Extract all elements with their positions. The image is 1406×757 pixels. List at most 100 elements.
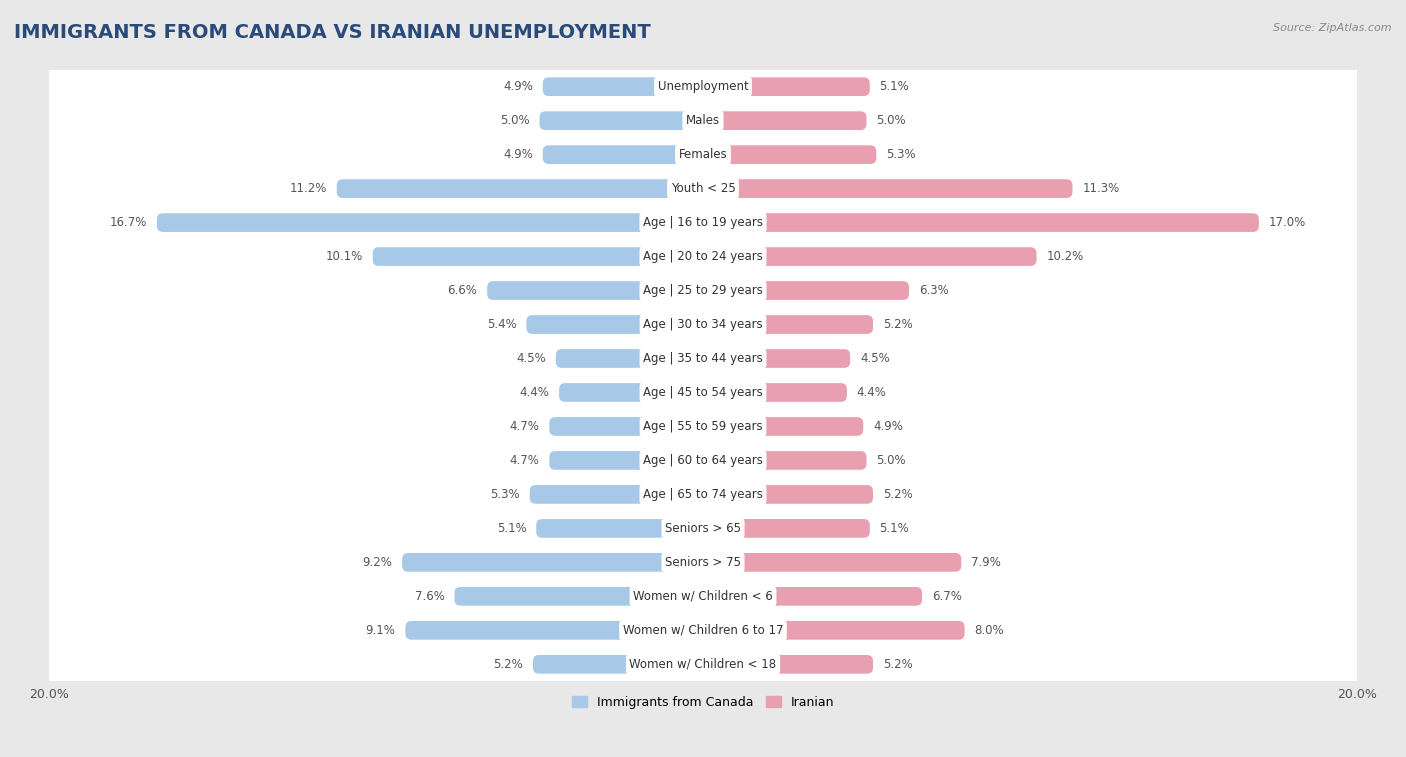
FancyBboxPatch shape bbox=[540, 111, 703, 130]
Text: 8.0%: 8.0% bbox=[974, 624, 1004, 637]
FancyBboxPatch shape bbox=[32, 647, 1374, 681]
FancyBboxPatch shape bbox=[32, 545, 1374, 579]
FancyBboxPatch shape bbox=[536, 519, 703, 537]
FancyBboxPatch shape bbox=[703, 553, 962, 572]
Text: 11.3%: 11.3% bbox=[1083, 182, 1119, 195]
FancyBboxPatch shape bbox=[703, 383, 846, 402]
FancyBboxPatch shape bbox=[703, 315, 873, 334]
FancyBboxPatch shape bbox=[703, 417, 863, 436]
Text: 4.7%: 4.7% bbox=[509, 454, 540, 467]
Text: 4.9%: 4.9% bbox=[873, 420, 903, 433]
FancyBboxPatch shape bbox=[32, 444, 1374, 478]
Text: Age | 45 to 54 years: Age | 45 to 54 years bbox=[643, 386, 763, 399]
FancyBboxPatch shape bbox=[32, 273, 1374, 307]
Text: 5.2%: 5.2% bbox=[883, 318, 912, 331]
Text: Seniors > 65: Seniors > 65 bbox=[665, 522, 741, 535]
FancyBboxPatch shape bbox=[32, 579, 1374, 613]
FancyBboxPatch shape bbox=[157, 213, 703, 232]
Text: 16.7%: 16.7% bbox=[110, 216, 148, 229]
Text: 5.2%: 5.2% bbox=[494, 658, 523, 671]
Text: Females: Females bbox=[679, 148, 727, 161]
FancyBboxPatch shape bbox=[32, 613, 1374, 647]
Text: 10.1%: 10.1% bbox=[326, 250, 363, 263]
Text: 6.7%: 6.7% bbox=[932, 590, 962, 603]
FancyBboxPatch shape bbox=[32, 206, 1374, 239]
Text: 10.2%: 10.2% bbox=[1046, 250, 1084, 263]
Text: Unemployment: Unemployment bbox=[658, 80, 748, 93]
Text: 5.0%: 5.0% bbox=[876, 454, 905, 467]
Text: 6.6%: 6.6% bbox=[447, 284, 478, 297]
Text: Women w/ Children < 6: Women w/ Children < 6 bbox=[633, 590, 773, 603]
FancyBboxPatch shape bbox=[32, 104, 1374, 138]
Text: Youth < 25: Youth < 25 bbox=[671, 182, 735, 195]
Text: Age | 35 to 44 years: Age | 35 to 44 years bbox=[643, 352, 763, 365]
FancyBboxPatch shape bbox=[703, 655, 873, 674]
FancyBboxPatch shape bbox=[32, 239, 1374, 273]
FancyBboxPatch shape bbox=[32, 341, 1374, 375]
Text: 5.0%: 5.0% bbox=[876, 114, 905, 127]
FancyBboxPatch shape bbox=[703, 111, 866, 130]
FancyBboxPatch shape bbox=[550, 417, 703, 436]
FancyBboxPatch shape bbox=[526, 315, 703, 334]
Text: 11.2%: 11.2% bbox=[290, 182, 328, 195]
Text: 4.4%: 4.4% bbox=[519, 386, 550, 399]
FancyBboxPatch shape bbox=[703, 519, 870, 537]
Text: 4.9%: 4.9% bbox=[503, 80, 533, 93]
FancyBboxPatch shape bbox=[32, 375, 1374, 410]
FancyBboxPatch shape bbox=[543, 145, 703, 164]
Text: Males: Males bbox=[686, 114, 720, 127]
Text: 5.1%: 5.1% bbox=[880, 522, 910, 535]
Text: 9.1%: 9.1% bbox=[366, 624, 395, 637]
Text: IMMIGRANTS FROM CANADA VS IRANIAN UNEMPLOYMENT: IMMIGRANTS FROM CANADA VS IRANIAN UNEMPL… bbox=[14, 23, 651, 42]
FancyBboxPatch shape bbox=[337, 179, 703, 198]
FancyBboxPatch shape bbox=[703, 248, 1036, 266]
Text: Women w/ Children 6 to 17: Women w/ Children 6 to 17 bbox=[623, 624, 783, 637]
Text: Age | 20 to 24 years: Age | 20 to 24 years bbox=[643, 250, 763, 263]
FancyBboxPatch shape bbox=[550, 451, 703, 470]
Text: Women w/ Children < 18: Women w/ Children < 18 bbox=[630, 658, 776, 671]
FancyBboxPatch shape bbox=[488, 281, 703, 300]
FancyBboxPatch shape bbox=[560, 383, 703, 402]
Text: Age | 30 to 34 years: Age | 30 to 34 years bbox=[643, 318, 763, 331]
FancyBboxPatch shape bbox=[32, 512, 1374, 545]
FancyBboxPatch shape bbox=[703, 179, 1073, 198]
FancyBboxPatch shape bbox=[32, 172, 1374, 206]
Text: 5.3%: 5.3% bbox=[886, 148, 915, 161]
Text: Source: ZipAtlas.com: Source: ZipAtlas.com bbox=[1274, 23, 1392, 33]
FancyBboxPatch shape bbox=[32, 478, 1374, 512]
FancyBboxPatch shape bbox=[530, 485, 703, 503]
FancyBboxPatch shape bbox=[703, 621, 965, 640]
FancyBboxPatch shape bbox=[373, 248, 703, 266]
Text: 5.1%: 5.1% bbox=[880, 80, 910, 93]
FancyBboxPatch shape bbox=[454, 587, 703, 606]
Text: 6.3%: 6.3% bbox=[918, 284, 949, 297]
Text: Age | 25 to 29 years: Age | 25 to 29 years bbox=[643, 284, 763, 297]
FancyBboxPatch shape bbox=[703, 213, 1258, 232]
FancyBboxPatch shape bbox=[703, 485, 873, 503]
FancyBboxPatch shape bbox=[32, 410, 1374, 444]
FancyBboxPatch shape bbox=[543, 77, 703, 96]
FancyBboxPatch shape bbox=[533, 655, 703, 674]
Text: 5.2%: 5.2% bbox=[883, 488, 912, 501]
Text: 5.3%: 5.3% bbox=[491, 488, 520, 501]
Text: Seniors > 75: Seniors > 75 bbox=[665, 556, 741, 569]
FancyBboxPatch shape bbox=[32, 138, 1374, 172]
FancyBboxPatch shape bbox=[703, 77, 870, 96]
FancyBboxPatch shape bbox=[703, 281, 910, 300]
Legend: Immigrants from Canada, Iranian: Immigrants from Canada, Iranian bbox=[567, 690, 839, 714]
Text: 4.5%: 4.5% bbox=[860, 352, 890, 365]
Text: Age | 16 to 19 years: Age | 16 to 19 years bbox=[643, 216, 763, 229]
FancyBboxPatch shape bbox=[32, 307, 1374, 341]
FancyBboxPatch shape bbox=[555, 349, 703, 368]
FancyBboxPatch shape bbox=[402, 553, 703, 572]
FancyBboxPatch shape bbox=[703, 451, 866, 470]
Text: 4.9%: 4.9% bbox=[503, 148, 533, 161]
Text: 4.5%: 4.5% bbox=[516, 352, 546, 365]
Text: 7.6%: 7.6% bbox=[415, 590, 444, 603]
Text: Age | 55 to 59 years: Age | 55 to 59 years bbox=[643, 420, 763, 433]
Text: Age | 60 to 64 years: Age | 60 to 64 years bbox=[643, 454, 763, 467]
Text: 5.2%: 5.2% bbox=[883, 658, 912, 671]
Text: Age | 65 to 74 years: Age | 65 to 74 years bbox=[643, 488, 763, 501]
Text: 4.4%: 4.4% bbox=[856, 386, 887, 399]
Text: 17.0%: 17.0% bbox=[1268, 216, 1306, 229]
